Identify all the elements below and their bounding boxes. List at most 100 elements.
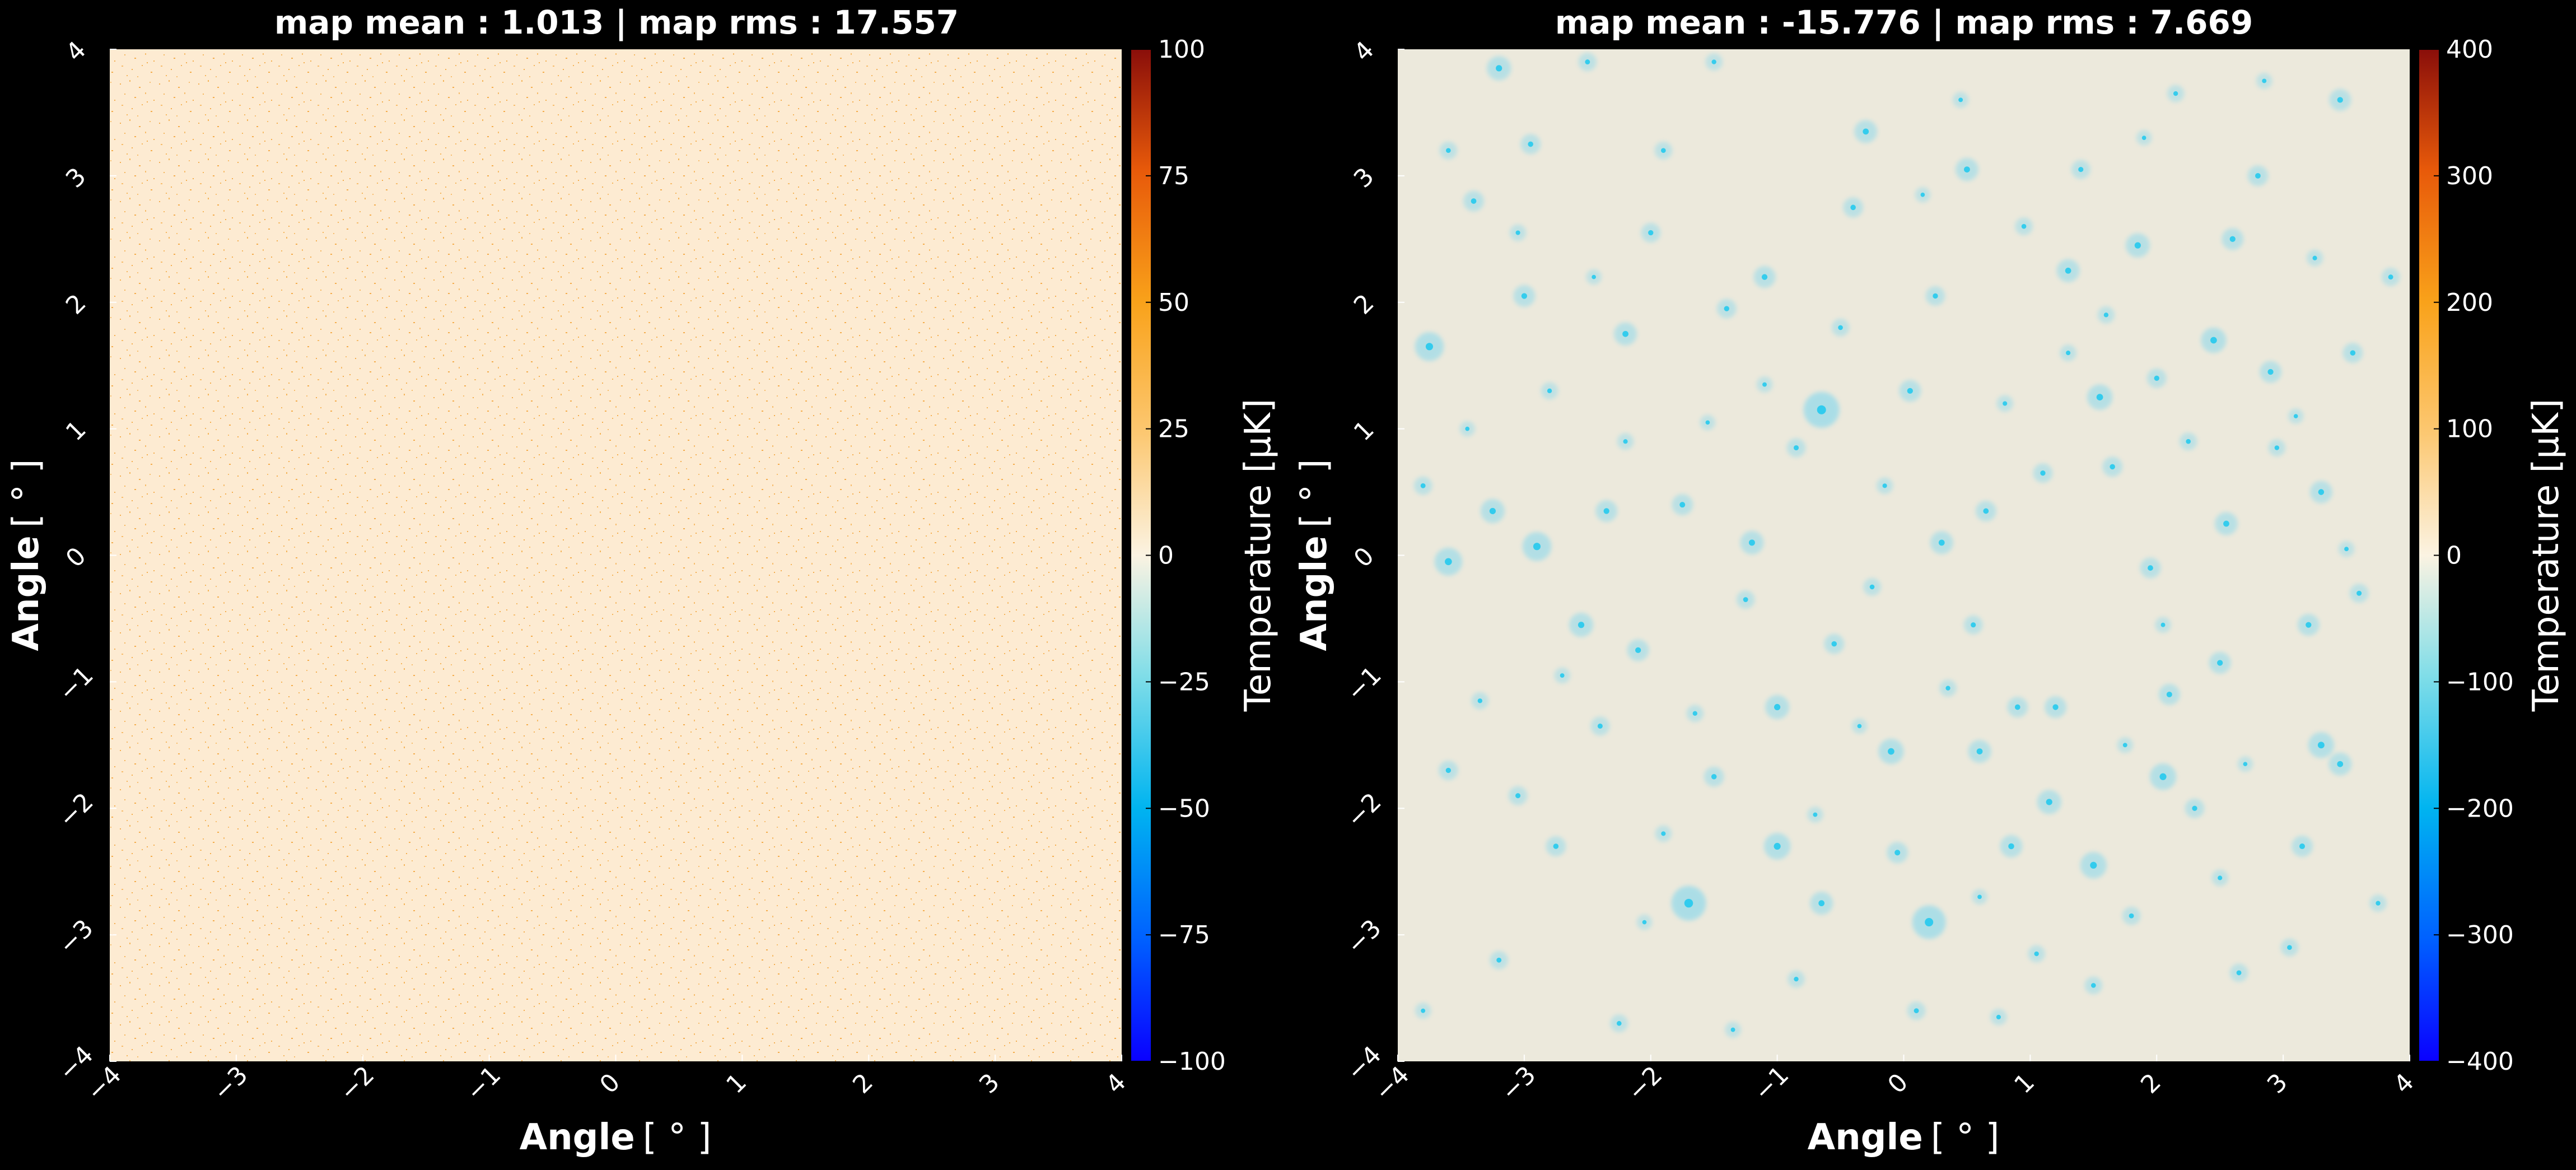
source-point	[2140, 557, 2161, 579]
source-point	[2209, 652, 2231, 674]
source-point	[2222, 228, 2244, 250]
source-point	[2280, 938, 2299, 957]
source-point	[1586, 269, 1602, 285]
source-point	[2015, 217, 2033, 235]
x-axis-label: Angle[ ° ]	[520, 1117, 712, 1158]
source-point	[2045, 696, 2066, 718]
source-point	[2087, 384, 2113, 410]
chart-title: map mean : 1.013 | map rms : 17.557	[274, 3, 959, 41]
source-point	[1803, 391, 1840, 428]
source-point	[2155, 617, 2171, 633]
colorbar-ticks: 100 75 50 25 0 −25 −50 −75 −100	[1146, 35, 1226, 1076]
colorbar-tick-label: −100	[1158, 1047, 1226, 1076]
x-axis-label-text: Angle	[1808, 1117, 1923, 1158]
source-point	[2215, 512, 2238, 535]
source-point	[1764, 833, 1791, 860]
source-point	[1439, 141, 1458, 160]
colorbar-tick-label: 100	[2446, 415, 2493, 444]
source-point	[2179, 432, 2197, 450]
x-axis-unit: [ ° ]	[643, 1117, 712, 1158]
source-point	[1700, 414, 1716, 430]
source-point	[1878, 739, 1904, 765]
colorbar-tick-label: −300	[2446, 921, 2514, 949]
source-point	[2185, 798, 2205, 818]
source-point	[2349, 584, 2369, 603]
source-point	[1413, 476, 1432, 495]
source-point	[1541, 382, 1558, 400]
source-point	[1641, 223, 1661, 243]
source-point	[1471, 692, 1489, 710]
heatmap-background	[1398, 49, 2410, 1061]
source-point	[1736, 590, 1755, 609]
source-point	[1876, 477, 1893, 494]
colorbar-tick-label: −75	[1158, 921, 1210, 949]
source-point	[2097, 306, 2115, 324]
source-point	[1975, 501, 1996, 521]
colorbar-tick-label: 25	[1158, 415, 1189, 444]
source-point	[1843, 197, 1864, 218]
right-panel: map mean : -15.776 | map rms : 7.669 −4−…	[1294, 3, 2567, 1158]
source-point	[1863, 578, 1881, 596]
source-point	[1925, 286, 1945, 306]
source-point	[1915, 187, 1931, 203]
source-point	[2260, 361, 2281, 383]
source-point	[1546, 836, 1566, 856]
colorbar-tick-label: 300	[2446, 162, 2493, 190]
source-point	[1930, 531, 1953, 554]
source-point	[2000, 835, 2023, 857]
colorbar-tick-label: 75	[1158, 162, 1189, 190]
source-point	[2329, 88, 2351, 111]
source-point	[1627, 639, 1649, 661]
source-point	[2033, 463, 2053, 483]
colorbar: 100 75 50 25 0 −25 −50 −75 −100 Temperature [μK]	[1130, 35, 1279, 1076]
source-point	[2229, 963, 2248, 982]
source-point	[1972, 889, 1987, 905]
source-point	[1968, 740, 1991, 763]
source-point	[2149, 763, 2177, 790]
chart-title: map mean : -15.776 | map rms : 7.669	[1555, 3, 2253, 41]
source-point	[1807, 807, 1823, 823]
heatmap-speckle	[110, 49, 1122, 1061]
colorbar-label: Temperature [μK]	[1238, 399, 1279, 712]
colorbar-tick-label: −100	[2446, 668, 2514, 696]
x-axis-label: Angle[ ° ]	[1808, 1117, 2000, 1158]
y-axis-label-text: Angle	[1294, 535, 1335, 651]
source-point	[1655, 825, 1672, 842]
source-point	[1753, 266, 1776, 288]
source-point	[1459, 421, 1475, 437]
source-point	[1415, 1003, 1431, 1019]
source-point	[2084, 976, 2103, 995]
source-point	[2080, 852, 2107, 879]
source-point	[1508, 786, 1528, 805]
source-point	[2102, 456, 2123, 477]
source-point	[1654, 141, 1673, 160]
source-point	[1590, 716, 1610, 736]
source-point	[1788, 970, 1805, 988]
source-point	[2056, 259, 2080, 282]
source-point	[1520, 134, 1541, 155]
source-point	[1569, 613, 1594, 637]
source-point	[1854, 120, 1878, 143]
source-point	[1439, 761, 1458, 780]
point-sources	[1413, 53, 2400, 1038]
source-point	[1907, 1001, 1926, 1020]
x-axis-label-text: Angle	[520, 1117, 635, 1158]
source-point	[1522, 532, 1552, 561]
y-axis-label: Angle [ ° ]	[1294, 459, 1335, 651]
source-point	[1434, 548, 1463, 576]
source-point	[1810, 892, 1833, 915]
source-point	[1490, 951, 1508, 969]
colorbar-ticks: 400 300 200 100 0 −100 −200 −300 −400	[2434, 35, 2514, 1076]
colorbar-tick-label: 400	[2446, 35, 2493, 64]
source-point	[1887, 842, 1908, 864]
colorbar-tick-label: 0	[2446, 542, 2462, 570]
source-point	[2071, 160, 2090, 179]
source-point	[2306, 249, 2323, 267]
source-point	[1899, 380, 1921, 402]
source-point	[1415, 332, 1444, 361]
source-point	[2309, 481, 2332, 504]
source-point	[1554, 667, 1570, 684]
source-point	[2201, 327, 2227, 353]
source-point	[1578, 53, 1597, 71]
